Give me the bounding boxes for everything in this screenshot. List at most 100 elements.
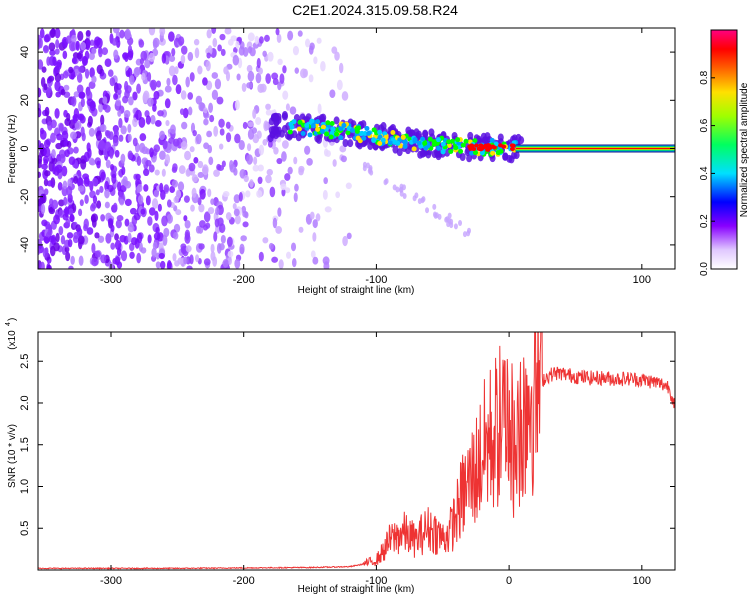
spectrogram-noise-dot <box>265 73 271 84</box>
ridge-hot-dot <box>501 144 507 149</box>
spectrogram-noise-dot <box>152 241 158 250</box>
ridge-halo-dot <box>333 116 340 125</box>
spectrogram-noise-dot <box>281 151 287 162</box>
spectrogram-noise-dot <box>41 219 48 227</box>
ridge-blob-dot <box>377 140 383 146</box>
spectrogram-tail-dot <box>466 230 471 237</box>
spectrogram-noise-dot <box>209 114 215 123</box>
ridge-blob-dot <box>334 131 340 137</box>
ridge-blob-dot <box>354 128 360 134</box>
spectrogram-noise-dot <box>143 184 149 192</box>
spectrogram-noise-dot <box>214 218 220 228</box>
spectrogram-tail-dot <box>458 219 463 226</box>
ridge-blob-dot <box>328 134 334 140</box>
spectrogram-noise-dot <box>217 44 222 52</box>
spectrogram-noise-dot <box>156 80 162 88</box>
spectrogram-noise-dot <box>44 106 50 117</box>
snr-x-tick-label: -200 <box>233 575 255 587</box>
snr-multiplier-base: (x10 <box>7 330 18 350</box>
spectrogram-noise-dot <box>82 56 89 66</box>
spectrogram-noise-dot <box>184 220 191 229</box>
spectrogram-noise-dot <box>99 185 104 194</box>
spectrogram-noise-dot <box>298 226 304 233</box>
spectrogram-noise-dot <box>163 184 170 193</box>
ridge-blob-dot <box>377 129 383 135</box>
spectrogram-noise-dot <box>309 211 315 220</box>
spectrogram-noise-dot <box>168 65 176 77</box>
spectrogram-noise-dot <box>346 232 352 240</box>
spectrogram-x-tick-label: -200 <box>233 274 255 286</box>
ridge-blob-dot <box>371 138 377 144</box>
spectrogram-noise-dot <box>256 57 261 69</box>
spectrogram-noise-dot <box>78 255 84 266</box>
spectrogram-noise-dot <box>169 185 176 194</box>
spectrogram-noise-dot <box>63 84 70 91</box>
ridge-blob-dot <box>310 123 316 129</box>
colorbar-tick-label: 0.8 <box>699 70 710 84</box>
spectrogram-noise-dot <box>91 202 98 209</box>
spectrogram-noise-dot <box>148 28 156 36</box>
snr-x-ticks: -300 -200 -100 0 100 <box>100 332 651 587</box>
spectrogram-noise-dot <box>123 109 131 118</box>
spectrogram-noise-dot <box>55 232 60 243</box>
spectrogram-noise-dot <box>101 47 109 56</box>
spectrogram-noise-dot <box>172 163 178 172</box>
spectrogram-noise-dot <box>316 37 322 44</box>
spectrogram-noise-dot <box>115 99 122 107</box>
spectrogram-noise-dot <box>109 77 116 87</box>
spectrogram-noise-dot <box>191 174 198 183</box>
ridge-blob-dot <box>341 122 347 128</box>
spectrogram-noise-dot <box>153 90 160 100</box>
spectrogram-noise-dot <box>335 191 341 199</box>
spectrogram-noise-dot <box>161 215 168 227</box>
spectrogram-noise-dot <box>89 67 95 78</box>
spectrogram-noise-dot <box>183 195 190 203</box>
colorbar-gradient <box>710 29 738 270</box>
spectrogram-noise-dot <box>76 52 82 60</box>
spectrogram-noise-dot <box>71 34 77 43</box>
spectrogram-noise-dot <box>62 50 68 60</box>
spectrogram-noise-dot <box>91 258 99 267</box>
spectrogram-noise-dot <box>308 45 314 55</box>
snr-y-ticks: 0.5 1.0 1.5 2.0 2.5 <box>19 354 675 536</box>
ridge-hot-dot <box>485 147 491 152</box>
spectrogram-noise-dot <box>107 69 114 77</box>
spectrogram-noise-dot <box>258 67 263 75</box>
ridge-blob-dot <box>479 150 485 156</box>
spectrogram-noise-dot <box>87 115 93 127</box>
spectrogram-noise-dot <box>96 200 102 209</box>
spectrogram-noise-dot <box>128 242 135 252</box>
spectrogram-noise-dot <box>178 165 186 175</box>
spectrogram-noise-dot <box>48 75 55 82</box>
spectrogram-noise-dot <box>78 208 83 217</box>
spectrogram-noise-dot <box>52 56 57 67</box>
spectrogram-noise-dot <box>222 258 229 268</box>
spectrogram-noise-dot <box>282 90 289 100</box>
ridge-blob-dot <box>453 145 459 151</box>
spectrogram-noise-dot <box>242 46 249 57</box>
spectrogram-noise-dot <box>277 81 282 91</box>
spectrogram-noise-dot <box>206 29 212 39</box>
spectrogram-noise-dot <box>151 247 157 258</box>
spectrogram-noise-dot <box>210 251 216 262</box>
ridge-blob-dot <box>460 142 466 148</box>
ridge-blob-dot <box>412 138 418 144</box>
spectrogram-noise-dot <box>96 160 101 169</box>
ridge-blob-dot <box>329 130 335 136</box>
spectrogram-noise-dot <box>68 156 76 165</box>
colorbar-ticks: 0.0 0.2 0.4 0.6 0.8 <box>699 70 715 276</box>
spectrogram-noise-dot <box>111 38 118 46</box>
spectrogram-noise-dot <box>138 39 145 48</box>
spectrogram-noise-dot <box>38 87 42 98</box>
spectrogram-noise-dot <box>164 85 172 93</box>
ridge-blob-dot <box>450 138 456 144</box>
spectrogram-noise-dot <box>42 45 50 54</box>
spectrogram-noise-dot <box>64 149 70 158</box>
spectrogram-noise-dot <box>84 194 89 205</box>
spectrogram-noise-dot <box>43 34 50 43</box>
spectrogram-noise-dot <box>252 133 260 144</box>
spectrogram-noise-dot <box>232 203 237 210</box>
spectrogram-noise-dot <box>127 133 132 143</box>
